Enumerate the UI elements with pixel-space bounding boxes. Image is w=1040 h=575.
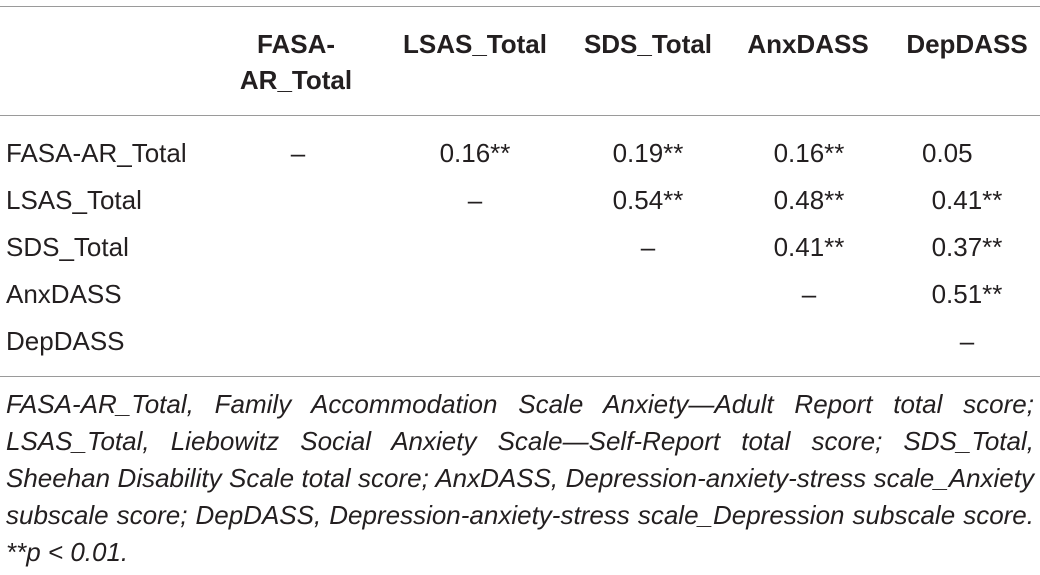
table-cell: – [640,232,656,262]
table-footnote: FASA-AR_Total, Family Accommodation Scal… [6,389,1034,567]
row-label: LSAS_Total [6,185,142,215]
table-bottom-rule [0,376,1040,377]
table-cell: 0.41** [931,185,1003,215]
column-header-anxdass: AnxDASS [747,29,869,59]
column-header-fasa-ar-total-line1: FASA- [257,29,335,59]
row-label: DepDASS [6,326,125,356]
table-cell: 0.16** [439,138,511,168]
table-cell: 0.54** [612,185,684,215]
table-cell: – [290,138,306,168]
header-separator-rule [0,115,1040,116]
column-header-depdass: DepDASS [906,29,1028,59]
table-cell: 0.37** [931,232,1003,262]
table-cell: – [467,185,483,215]
column-header-sds-total: SDS_Total [583,29,713,59]
table-cell: 0.51** [931,279,1003,309]
row-label: SDS_Total [6,232,129,262]
column-header-fasa-ar-total: FASA- AR_Total [226,26,366,98]
table-cell: 0.48** [773,185,845,215]
table-cell: – [801,279,817,309]
row-label: AnxDASS [6,279,122,309]
row-label: FASA-AR_Total [6,138,187,168]
table-cell: – [959,326,975,356]
table-cell: 0.05 [922,138,973,168]
table-cell: 0.16** [773,138,845,168]
table-cell: 0.41** [773,232,845,262]
column-header-fasa-ar-total-line2: AR_Total [239,65,353,95]
column-header-lsas-total: LSAS_Total [403,29,547,59]
table-top-rule [0,6,1040,7]
table-cell: 0.19** [612,138,684,168]
